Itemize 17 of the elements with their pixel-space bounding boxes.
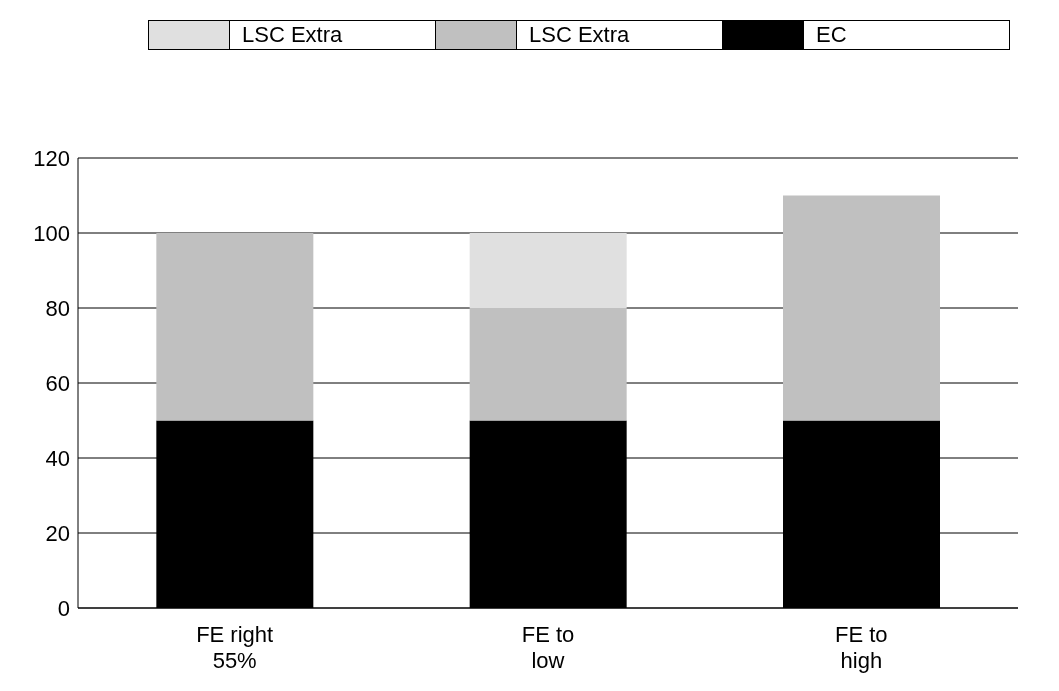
- bar: [469, 308, 627, 421]
- y-tick-label: 20: [45, 520, 70, 546]
- y-tick-label: 60: [45, 370, 70, 396]
- legend-label: LSC Extra: [528, 21, 630, 49]
- y-tick-label: 120: [33, 145, 70, 171]
- y-tick-label: 100: [33, 220, 70, 246]
- y-tick-label: 80: [45, 295, 70, 321]
- bar: [469, 233, 627, 308]
- x-tick-label: FE to low: [521, 622, 575, 673]
- x-tick-label: FE right 55%: [196, 622, 274, 673]
- legend-label: LSC Extra: [241, 21, 343, 49]
- y-tick-label: 40: [45, 445, 70, 471]
- y-tick-label: 0: [57, 595, 70, 621]
- bar: [783, 195, 940, 421]
- bar: [156, 233, 314, 421]
- legend-label: EC: [815, 21, 847, 49]
- x-tick-label: FE to high: [835, 622, 888, 673]
